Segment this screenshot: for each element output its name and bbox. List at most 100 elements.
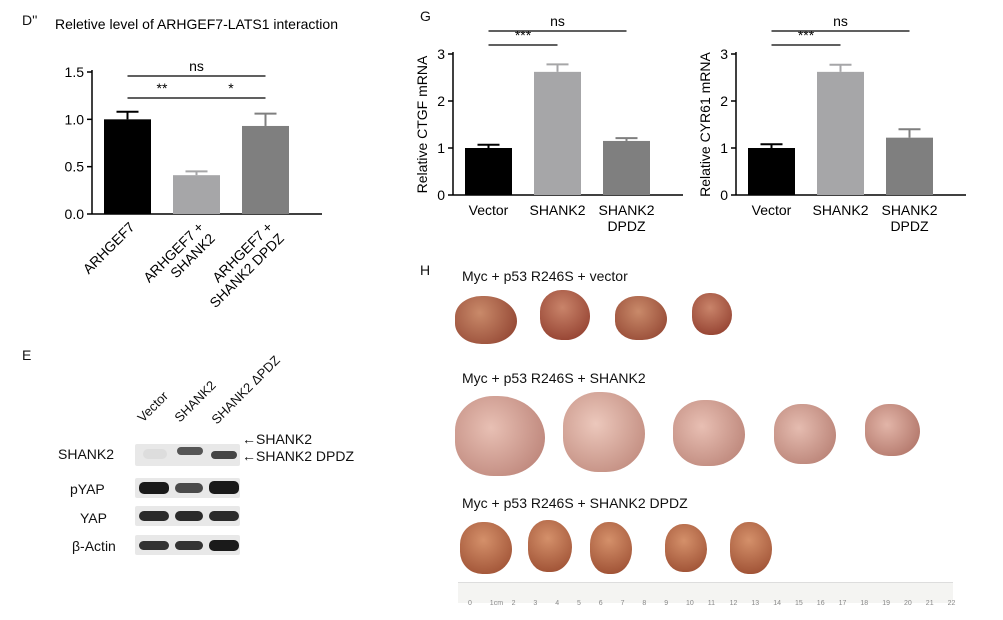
bar <box>465 148 512 195</box>
blot-band <box>139 541 169 550</box>
blot-band <box>175 511 203 521</box>
y-tick-label: 0.0 <box>65 206 85 222</box>
blot-band <box>139 482 169 494</box>
ruler-tick-label: 7 <box>620 600 625 607</box>
chart-arhgef7-lats1: Reletive level of ARHGEF7-LATS1 interact… <box>55 16 338 311</box>
ruler-tick-label: 16 <box>816 600 825 607</box>
y-tick-label: 0 <box>720 187 728 203</box>
y-tick-label: 1.5 <box>65 64 85 80</box>
bar <box>104 119 151 214</box>
blot-band <box>143 449 167 459</box>
ruler-image <box>458 582 953 603</box>
ruler-tick-label: 19 <box>882 600 890 607</box>
significance-label: ns <box>550 13 565 29</box>
liver-tumor-image <box>528 520 572 572</box>
ruler-tick-label: 13 <box>751 600 760 607</box>
ruler-tick-label: 21 <box>925 600 934 607</box>
chart-ctgf-mrna: Relative CTGF mRNA 0 1 2 3 ns *** Vector SHANK2 S… <box>414 13 683 234</box>
panel-label-g: G <box>420 8 431 24</box>
ruler-tick-label: 0 <box>468 600 472 607</box>
liver-tumor-image <box>455 396 545 476</box>
blot-band <box>175 541 203 550</box>
y-tick-label: 1 <box>437 140 445 156</box>
y-tick-label: 3 <box>720 46 728 62</box>
chart-title: Reletive level of ARHGEF7-LATS1 interact… <box>55 16 338 32</box>
x-tick-label: ARHGEF7 +SHANK2 <box>140 219 218 297</box>
significance-label: *** <box>798 27 815 43</box>
blot-band <box>177 447 203 455</box>
lane-label-vector: Vector <box>134 388 172 425</box>
arrow-label-shank2-dpdz: ←SHANK2 DPDZ <box>242 448 355 464</box>
y-tick-label: 2 <box>437 93 445 109</box>
liver-tumor-image <box>692 293 732 335</box>
ruler-tick-label: 4 <box>555 600 560 607</box>
blot-strip-actin <box>135 535 240 555</box>
ruler-tick-label: 11 <box>707 600 716 607</box>
group-title-vector: Myc + p53 R246S + vector <box>462 268 628 284</box>
ruler-tick-label: 9 <box>664 600 669 607</box>
blot-band <box>209 511 239 521</box>
ruler-tick-label: 14 <box>773 600 781 607</box>
liver-tumor-image <box>673 400 745 466</box>
blot-band <box>139 511 169 521</box>
x-tick-label: Vector <box>469 202 509 218</box>
ruler-tick-label: 1cm <box>489 600 504 607</box>
liver-tumor-image <box>774 404 836 464</box>
blot-strip-yap <box>135 506 240 526</box>
liver-tumor-image <box>730 522 772 574</box>
chart-cyr61-mrna: Relative CYR61 mRNA 0 1 2 3 ns *** Vector SHANK2… <box>697 13 966 234</box>
ruler-tick-label: 22 <box>947 600 956 607</box>
significance-label: ns <box>833 13 848 29</box>
blot-row-label-actin: β-Actin <box>72 538 116 554</box>
x-tick-label: SHANK2 DPDZ <box>881 202 937 234</box>
blot-row-label-yap: YAP <box>80 510 107 526</box>
blot-band <box>175 483 203 493</box>
ruler-tick-label: 18 <box>860 600 869 607</box>
ruler-tick-label: 17 <box>838 600 847 607</box>
blot-band <box>209 481 239 494</box>
ruler-tick-label: 12 <box>729 600 738 607</box>
x-tick-label: ARHGEF7 <box>80 219 138 277</box>
blot-strip-pyap <box>135 478 240 498</box>
group-title-shank2-dpdz: Myc + p53 R246S + SHANK2 DPDZ <box>462 495 688 511</box>
liver-tumor-image <box>563 392 645 472</box>
significance-label: ** <box>157 80 168 96</box>
bar <box>886 137 933 195</box>
bar <box>603 140 650 195</box>
lane-label-shank2-dpdz: SHANK2 ΔPDZ <box>208 352 283 427</box>
y-axis-label: Relative CYR61 mRNA <box>697 51 713 196</box>
liver-tumor-image <box>460 522 512 574</box>
blot-row-label-pyap: pYAP <box>70 481 105 497</box>
bar <box>534 71 581 195</box>
liver-tumor-image <box>615 296 667 340</box>
panel-label-e: E <box>22 347 32 363</box>
ruler-tick-label: 8 <box>642 600 647 607</box>
bar <box>173 175 220 214</box>
y-tick-label: 0.5 <box>65 159 85 175</box>
liver-tumor-image <box>540 290 590 340</box>
panel-label-d: D'' <box>22 12 38 28</box>
bar <box>242 125 289 214</box>
blot-band <box>211 451 237 459</box>
ruler-tick-label: 6 <box>598 600 603 607</box>
x-tick-label: SHANK2 <box>812 202 868 218</box>
y-tick-label: 2 <box>720 93 728 109</box>
x-tick-label: SHANK2 DPDZ <box>598 202 654 234</box>
ruler-tick-label: 20 <box>904 600 912 607</box>
y-tick-label: 3 <box>437 46 445 62</box>
panel-label-h: H <box>420 262 431 278</box>
x-tick-label: SHANK2 <box>529 202 585 218</box>
ruler-tick-label: 2 <box>511 600 516 607</box>
significance-label: *** <box>515 27 532 43</box>
y-tick-label: 0 <box>437 187 445 203</box>
liver-tumor-image <box>590 522 632 574</box>
y-tick-label: 1.0 <box>65 111 85 127</box>
y-tick-label: 1 <box>720 140 728 156</box>
blot-strip-shank2 <box>135 444 240 466</box>
arrow-label-shank2: ←SHANK2 <box>242 431 313 447</box>
x-tick-label: Vector <box>752 202 792 218</box>
ruler-tick-label: 3 <box>533 600 538 607</box>
significance-label: * <box>228 80 234 96</box>
ruler-tick-label: 5 <box>577 600 581 607</box>
liver-tumor-image <box>865 404 920 456</box>
